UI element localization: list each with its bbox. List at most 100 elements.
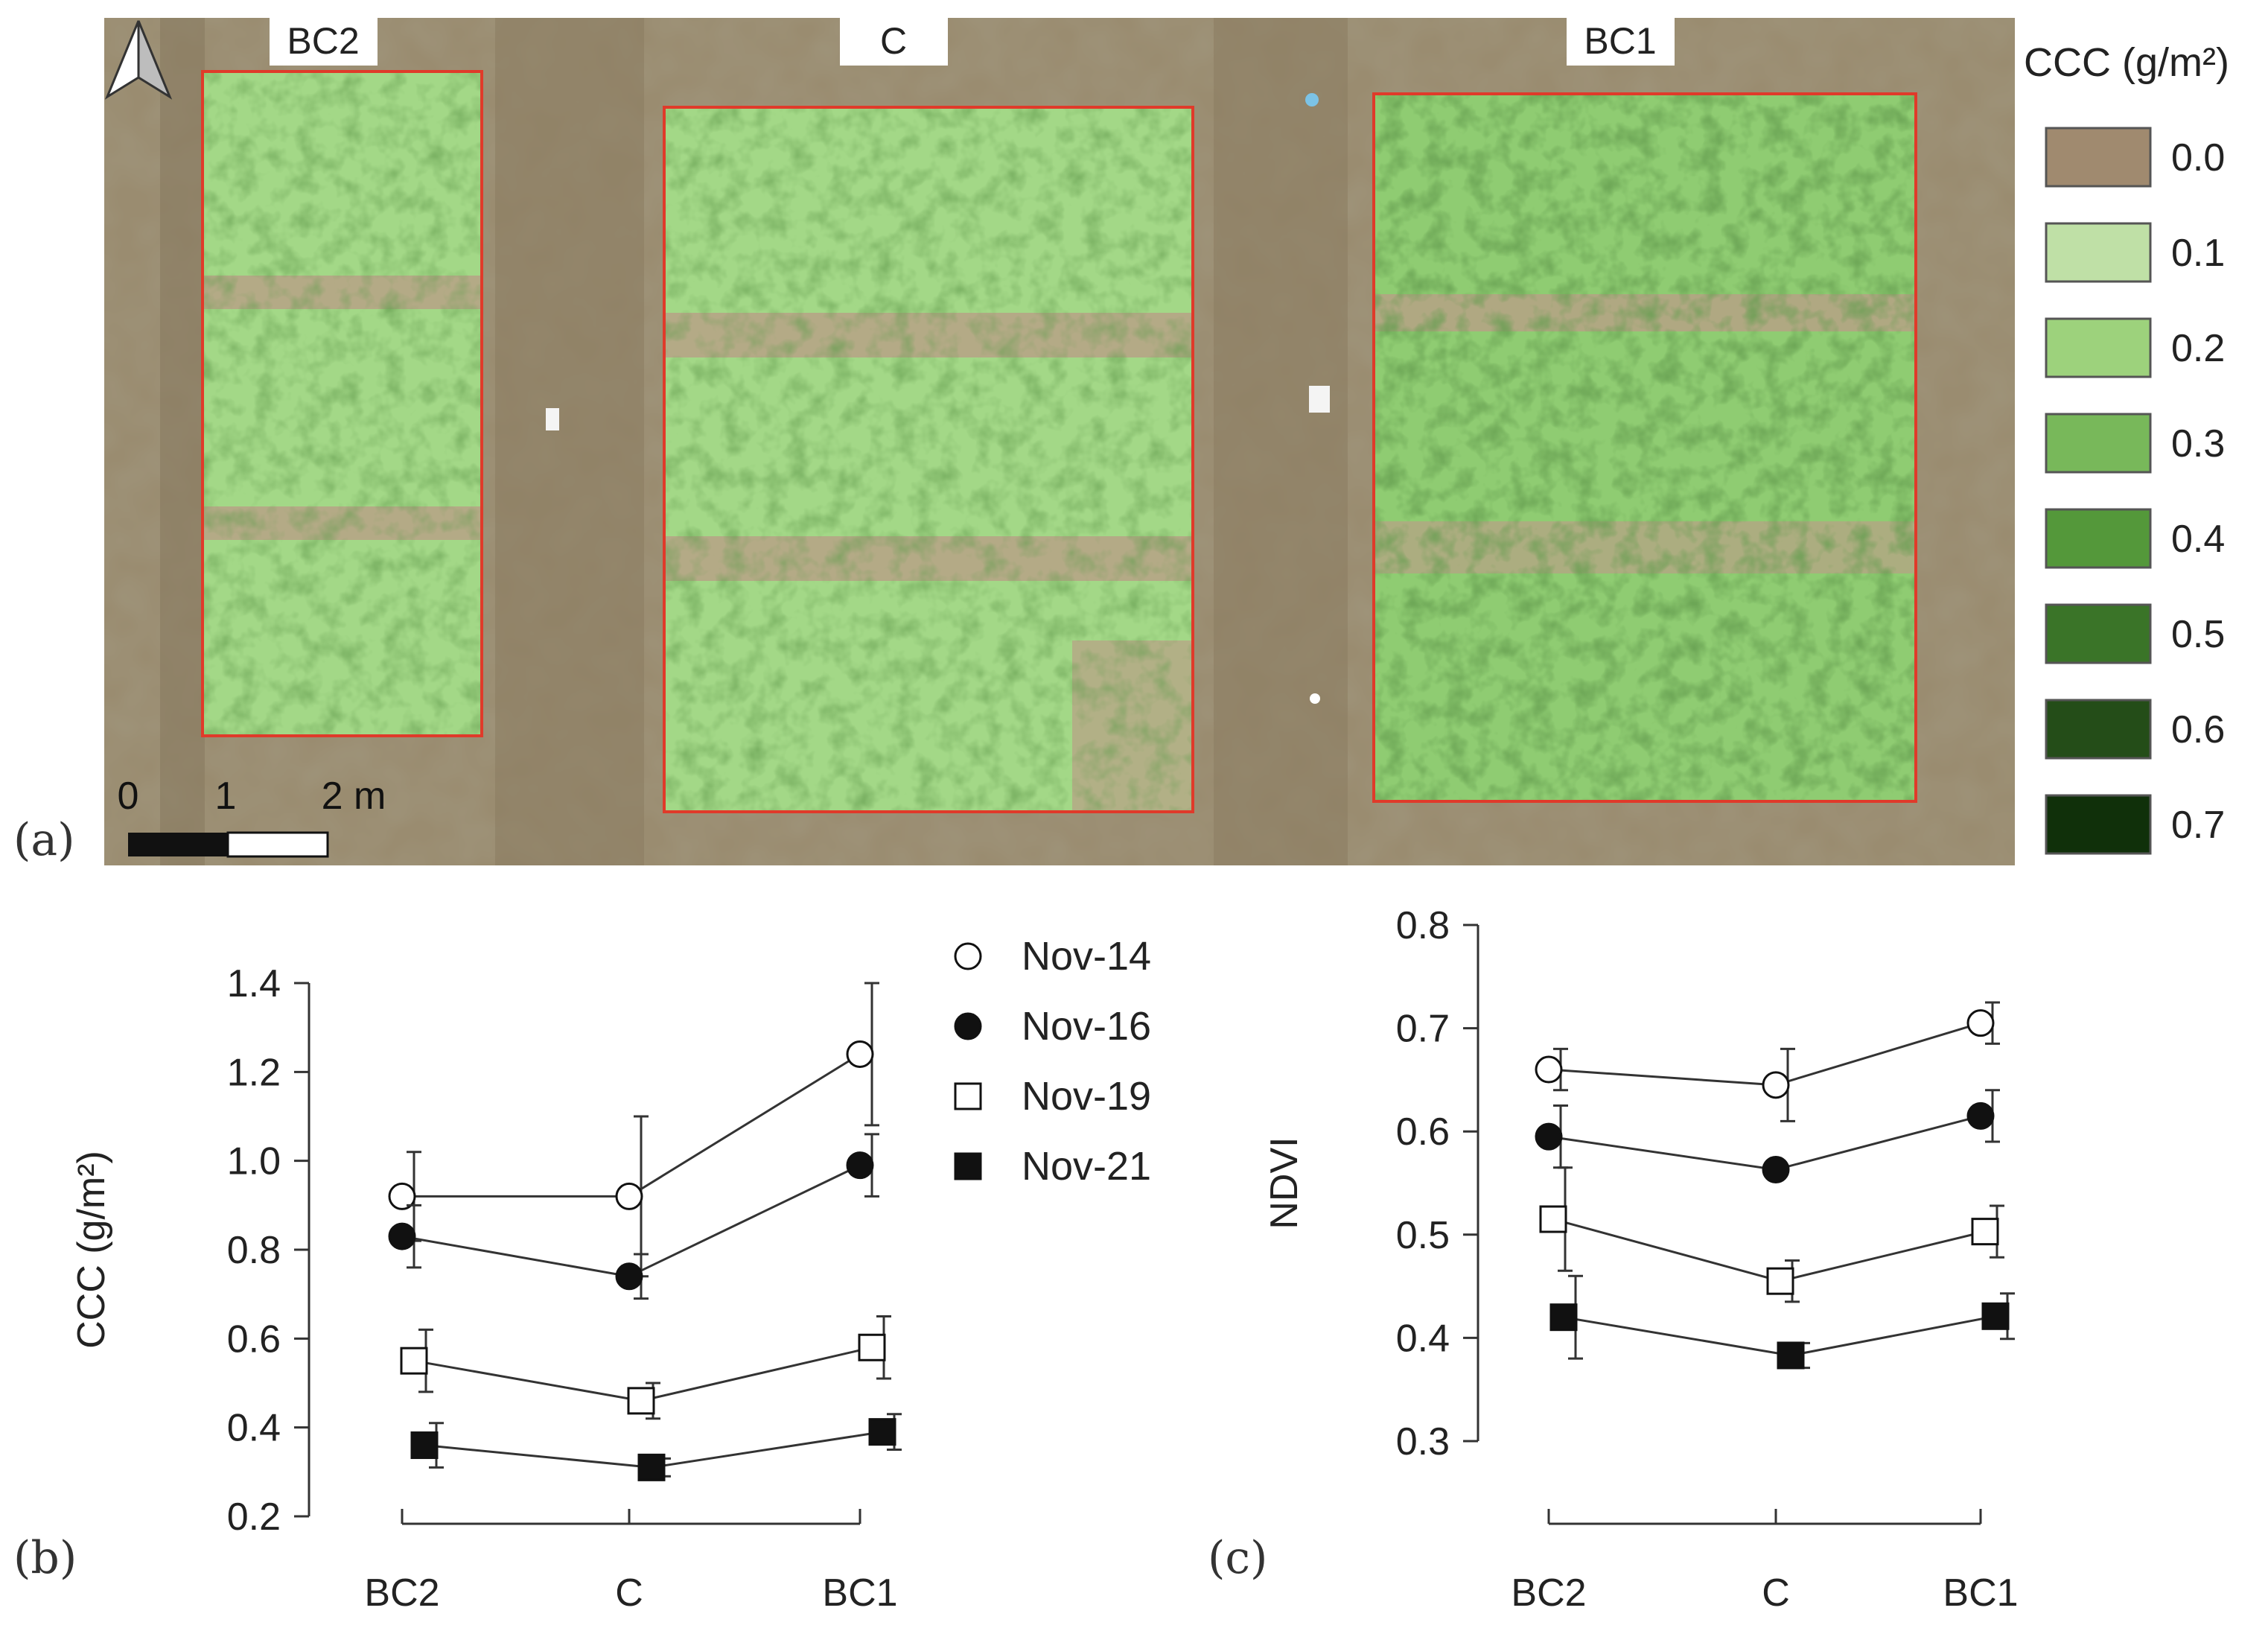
series-line — [401, 1164, 861, 1278]
data-point-filled-square — [1549, 1303, 1578, 1332]
x-tick-label: BC2 — [1511, 1571, 1586, 1615]
data-point-open-square — [858, 1333, 886, 1361]
y-tick-label: 0.2 — [227, 1495, 281, 1539]
plot-c — [663, 106, 1194, 813]
y-tick-label: 0.4 — [1396, 1317, 1450, 1360]
colorbar-label: 0.0 — [2171, 136, 2225, 179]
x-tick-label: C — [615, 1571, 643, 1615]
data-point-filled-square — [1981, 1302, 2010, 1330]
dirt-path — [495, 18, 644, 865]
scalebar-segment-white — [226, 831, 329, 858]
data-point-filled-circle — [1535, 1122, 1563, 1151]
colorbar-swatch — [2045, 794, 2152, 855]
chart-ndvi: 0.3 0.4 0.5 0.6 0.7 0.8 NDVI BC2 C BC1 (c) — [1208, 904, 2019, 1615]
dirt-path — [1214, 18, 1348, 865]
plot-bc2 — [201, 70, 483, 737]
plot-bc1-texture-dense — [1374, 94, 1916, 801]
series-legend: Nov-14 Nov-16 Nov-19 Nov-21 — [954, 934, 1151, 1189]
colorbar-label: 0.7 — [2171, 804, 2225, 847]
plot-c-texture — [664, 107, 1193, 812]
y-tick-label: 1.2 — [227, 1051, 281, 1094]
data-point-filled-square — [637, 1453, 666, 1481]
colorbar-swatch — [2045, 127, 2152, 188]
y-tick-label: 1.0 — [227, 1140, 281, 1183]
data-point-open-circle — [1966, 1009, 1995, 1037]
colorbar-label: 0.3 — [2171, 422, 2225, 465]
data-point-open-circle — [846, 1040, 874, 1068]
data-point-filled-circle — [846, 1151, 874, 1180]
scalebar: 0 1 2 m — [118, 775, 386, 858]
plot-label-box-bc2 — [270, 18, 378, 66]
legend-label: Nov-19 — [1022, 1074, 1151, 1119]
plot-label-box-c — [840, 18, 948, 66]
chart-ccc: 0.2 0.4 0.6 0.8 1.0 1.2 1.4 CCC (g/m²) BC2 C BC1 (b… — [13, 962, 902, 1615]
plot-label-box-bc1 — [1567, 18, 1675, 66]
legend-marker-open-square — [954, 1082, 982, 1110]
legend-marker-filled-square — [954, 1152, 982, 1180]
x-tick-label: BC1 — [822, 1571, 897, 1615]
ground-marker — [1309, 386, 1330, 413]
legend-label: Nov-14 — [1022, 934, 1151, 979]
x-tick-label: BC2 — [364, 1571, 439, 1615]
dirt-path — [160, 18, 205, 865]
legend-marker-open-circle — [954, 942, 982, 970]
ground-marker — [546, 408, 559, 430]
y-tick-label: 0.6 — [227, 1317, 281, 1361]
data-point-filled-square — [410, 1431, 439, 1460]
data-point-filled-circle — [615, 1262, 643, 1291]
y-tick-label: 0.8 — [227, 1229, 281, 1272]
scalebar-label-0: 0 — [118, 775, 139, 818]
series-Nov-19 — [1539, 1166, 2004, 1303]
data-point-open-square — [627, 1387, 655, 1415]
y-tick-label: 0.5 — [1396, 1214, 1450, 1257]
plot-bc1-border — [1372, 92, 1917, 803]
plot-label-bc2: BC2 — [287, 20, 359, 62]
series-Nov-16 — [388, 1133, 879, 1300]
colorbar-legend: CCC (g/m²) 0.0 0.1 0.2 0.3 0.4 0.5 0.6 0.7 — [2024, 40, 2229, 855]
series-Nov-21 — [1549, 1274, 2015, 1370]
panel-tag-a: (a) — [13, 814, 75, 866]
colorbar-swatch — [2045, 317, 2152, 378]
y-axis-label: CCC (g/m²) — [70, 1151, 113, 1349]
legend-label: Nov-21 — [1022, 1144, 1151, 1189]
series-line — [402, 1053, 861, 1198]
series-line — [1548, 1022, 1981, 1087]
data-point-filled-circle — [1762, 1155, 1790, 1183]
data-point-open-square — [1539, 1205, 1567, 1233]
y-tick-label: 0.3 — [1396, 1420, 1450, 1463]
series-Nov-21 — [410, 1413, 902, 1481]
scalebar-segment-black — [128, 833, 228, 856]
y-tick-label: 0.7 — [1396, 1008, 1450, 1051]
data-point-open-circle — [1762, 1071, 1790, 1099]
colorbar-swatch — [2045, 222, 2152, 283]
legend-marker-filled-circle — [954, 1012, 982, 1040]
colorbar-title: CCC (g/m²) — [2024, 40, 2229, 85]
colorbar-label: 0.4 — [2171, 518, 2225, 561]
aerial-map-panel: BC2 C BC1 0 1 2 m (a) — [13, 18, 2015, 866]
data-point-filled-square — [868, 1418, 896, 1446]
plot-bc1 — [1372, 92, 1917, 803]
data-point-filled-circle — [1966, 1101, 1995, 1130]
colorbar-label: 0.6 — [2171, 708, 2225, 751]
series-Nov-19 — [400, 1315, 891, 1420]
data-point-open-circle — [388, 1182, 416, 1210]
scalebar-label-2: 2 m — [322, 775, 386, 818]
panel-tag: (b) — [13, 1532, 77, 1584]
plot-label-bc1: BC1 — [1584, 20, 1656, 62]
plot-label-c: C — [880, 20, 907, 62]
y-tick-label: 0.6 — [1396, 1110, 1450, 1154]
y-tick-label: 1.4 — [227, 962, 281, 1005]
plot-c-border — [663, 106, 1194, 813]
colorbar-label: 0.5 — [2171, 613, 2225, 656]
data-point-filled-square — [1777, 1341, 1805, 1370]
colorbar-label: 0.1 — [2171, 232, 2225, 275]
data-point-open-square — [1766, 1267, 1794, 1295]
y-tick-label: 0.4 — [227, 1407, 281, 1450]
colorbar-swatch — [2045, 603, 2152, 664]
ground-marker — [1305, 93, 1319, 107]
scalebar-label-1: 1 — [215, 775, 237, 818]
series-Nov-14 — [388, 982, 879, 1278]
data-point-filled-circle — [388, 1222, 416, 1250]
data-point-open-circle — [1535, 1055, 1563, 1084]
